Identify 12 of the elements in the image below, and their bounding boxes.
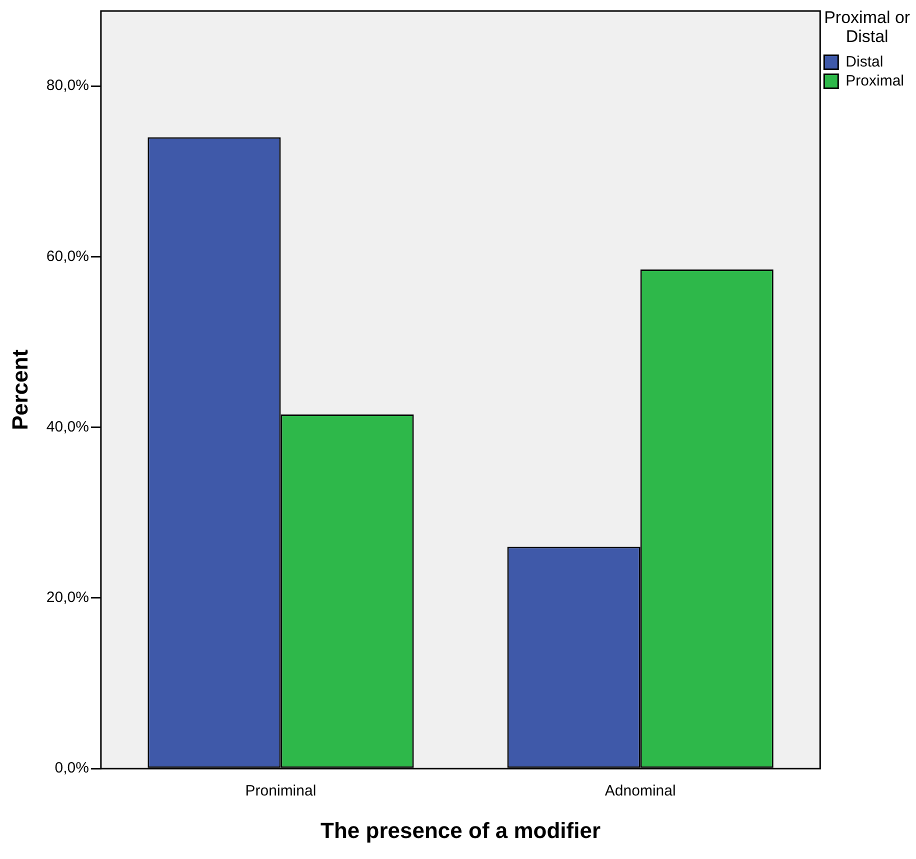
legend-title: Proximal or Distal (824, 8, 910, 46)
x-tick-label: Adnominal (604, 782, 676, 800)
x-axis-title: The presence of a modifier (320, 818, 601, 843)
y-axis-title: Percent (7, 348, 32, 430)
y-tick-label: 0,0% (54, 760, 89, 777)
y-tick-label: 20,0% (46, 589, 89, 606)
legend-label: Distal (846, 53, 884, 70)
x-tick-label: Proniminal (245, 782, 316, 800)
y-tick-label: 40,0% (46, 418, 89, 436)
y-tick-label: 60,0% (46, 248, 89, 265)
legend-label: Proximal (846, 72, 904, 90)
y-tick-label: 80,0% (46, 77, 89, 94)
